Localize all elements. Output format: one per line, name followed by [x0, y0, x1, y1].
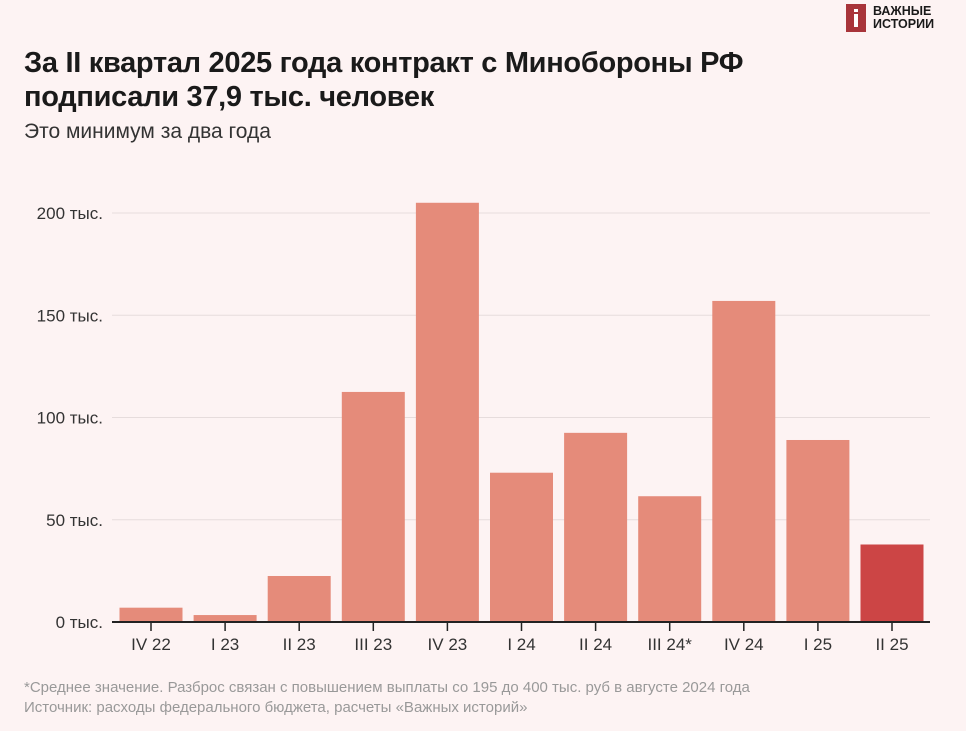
bar [267, 575, 331, 622]
bar [712, 300, 776, 622]
bar [119, 607, 183, 622]
x-tick-label: III 24* [647, 635, 692, 654]
bar [860, 544, 924, 622]
title-line-2: подписали 37,9 тыс. человек [24, 81, 434, 113]
y-tick-label: 100 тыс. [37, 409, 103, 428]
bar [341, 391, 405, 622]
x-tick-label: II 23 [283, 635, 316, 654]
bar [638, 496, 702, 622]
logo: ВАЖНЫЕ ИСТОРИИ [846, 4, 934, 32]
x-tick-label: I 24 [507, 635, 535, 654]
bar [415, 202, 479, 622]
chart-subtitle: Это минимум за два года [24, 120, 271, 143]
y-tick-label: 150 тыс. [37, 306, 103, 325]
x-tick-label: II 25 [875, 635, 908, 654]
x-tick-label: IV 23 [428, 635, 468, 654]
title-line-1: За II квартал 2025 года контракт с Миноб… [24, 47, 744, 79]
logo-line1: ВАЖНЫЕ [873, 4, 932, 18]
x-tick-label: IV 22 [131, 635, 171, 654]
x-tick-label: III 23 [354, 635, 392, 654]
x-tick-label: I 25 [804, 635, 832, 654]
x-tick-label: II 24 [579, 635, 612, 654]
footnote: *Среднее значение. Разброс связан с повы… [24, 679, 750, 696]
bar [564, 432, 628, 622]
bar [786, 439, 850, 622]
x-tick-label: IV 24 [724, 635, 764, 654]
y-tick-label: 200 тыс. [37, 204, 103, 223]
logo-mark-icon [846, 4, 866, 32]
y-tick-label: 50 тыс. [46, 511, 103, 530]
x-tick-label: I 23 [211, 635, 239, 654]
y-tick-label: 0 тыс. [56, 613, 103, 632]
logo-line2: ИСТОРИИ [873, 17, 935, 31]
bar [193, 615, 257, 622]
source-note: Источник: расходы федерального бюджета, … [24, 699, 528, 716]
chart-title: За II квартал 2025 года контракт с Миноб… [24, 46, 744, 114]
bar [490, 472, 553, 622]
